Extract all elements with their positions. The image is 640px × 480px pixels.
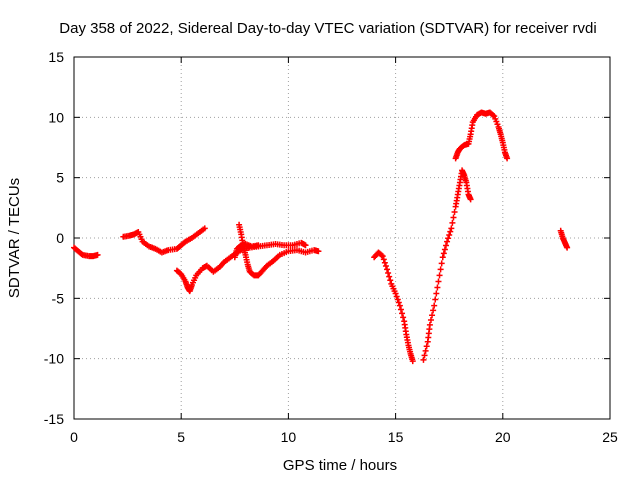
- data-point: [392, 290, 399, 297]
- data-point: [440, 250, 447, 257]
- data-point: [384, 266, 391, 273]
- data-point: [378, 252, 385, 259]
- data-segment: [120, 225, 208, 256]
- y-tick-label: 0: [56, 230, 64, 246]
- data-point: [438, 260, 445, 267]
- data-point: [439, 254, 446, 261]
- grid-lines: [74, 57, 610, 419]
- data-point: [381, 259, 388, 266]
- data-point: [426, 321, 433, 328]
- tick-labels: 0 5 10 15 20 25 -15 -10 -5 0 5 10 15: [44, 49, 618, 445]
- y-tick-label: -15: [44, 411, 64, 427]
- data-point: [450, 214, 457, 221]
- data-point: [420, 356, 427, 363]
- axis-ticks: [73, 56, 611, 420]
- data-point: [490, 112, 497, 119]
- data-point: [393, 293, 400, 300]
- data-point: [255, 242, 262, 249]
- data-point: [449, 219, 456, 226]
- data-point: [409, 358, 416, 365]
- y-tick-label: 5: [56, 170, 64, 186]
- data-segment: [231, 241, 262, 261]
- data-point: [380, 256, 387, 263]
- data-segment: [371, 249, 416, 365]
- y-axis-label: SDTVAR / TECUs: [6, 178, 23, 298]
- data-point: [564, 244, 571, 251]
- data-point: [315, 248, 322, 255]
- data-point: [444, 238, 451, 245]
- data-point: [429, 312, 436, 319]
- data-point: [446, 231, 453, 238]
- data-segment: [452, 109, 511, 162]
- data-segment: [71, 244, 101, 260]
- data-point: [442, 242, 449, 249]
- data-point: [302, 242, 309, 249]
- data-point: [441, 246, 448, 253]
- data-point: [386, 273, 393, 280]
- data-point: [447, 228, 454, 235]
- data-point: [435, 278, 442, 285]
- y-tick-label: 10: [48, 109, 64, 125]
- data-point: [451, 209, 458, 216]
- data-point: [436, 272, 443, 279]
- data-point: [382, 263, 389, 270]
- data-point: [395, 299, 402, 306]
- x-tick-label: 25: [602, 429, 618, 445]
- data-point: [379, 253, 386, 260]
- x-axis-label: GPS time / hours: [283, 457, 397, 474]
- data-segment: [557, 227, 571, 251]
- data-point: [399, 310, 406, 317]
- data-segment: [420, 167, 474, 363]
- data-point: [427, 317, 434, 324]
- x-tick-label: 5: [177, 429, 185, 445]
- y-tick-label: -10: [44, 351, 64, 367]
- data-point: [387, 277, 394, 284]
- data-point: [396, 302, 403, 309]
- data-point: [423, 343, 430, 350]
- y-tick-label: -5: [52, 290, 65, 306]
- y-tick-label: 15: [48, 49, 64, 65]
- data-point: [433, 290, 440, 297]
- x-tick-label: 10: [281, 429, 297, 445]
- x-tick-label: 15: [388, 429, 404, 445]
- data-point: [400, 314, 407, 321]
- data-point: [422, 347, 429, 354]
- data-point: [432, 296, 439, 303]
- x-tick-label: 20: [495, 429, 511, 445]
- data-point: [421, 352, 428, 359]
- x-tick-label: 0: [70, 429, 78, 445]
- data-point: [448, 225, 455, 232]
- data-point: [385, 269, 392, 276]
- data-point: [445, 235, 452, 242]
- data-point: [437, 266, 444, 273]
- data-point: [394, 296, 401, 303]
- data-point: [94, 251, 101, 258]
- data-point: [397, 306, 404, 313]
- data-point: [430, 307, 437, 314]
- data-points: [71, 109, 571, 365]
- chart-title: Day 358 of 2022, Sidereal Day-to-day VTE…: [59, 20, 596, 37]
- data-point: [504, 155, 511, 162]
- data-point: [467, 196, 474, 203]
- data-point: [434, 284, 441, 291]
- data-point: [431, 302, 438, 309]
- data-point: [201, 225, 208, 232]
